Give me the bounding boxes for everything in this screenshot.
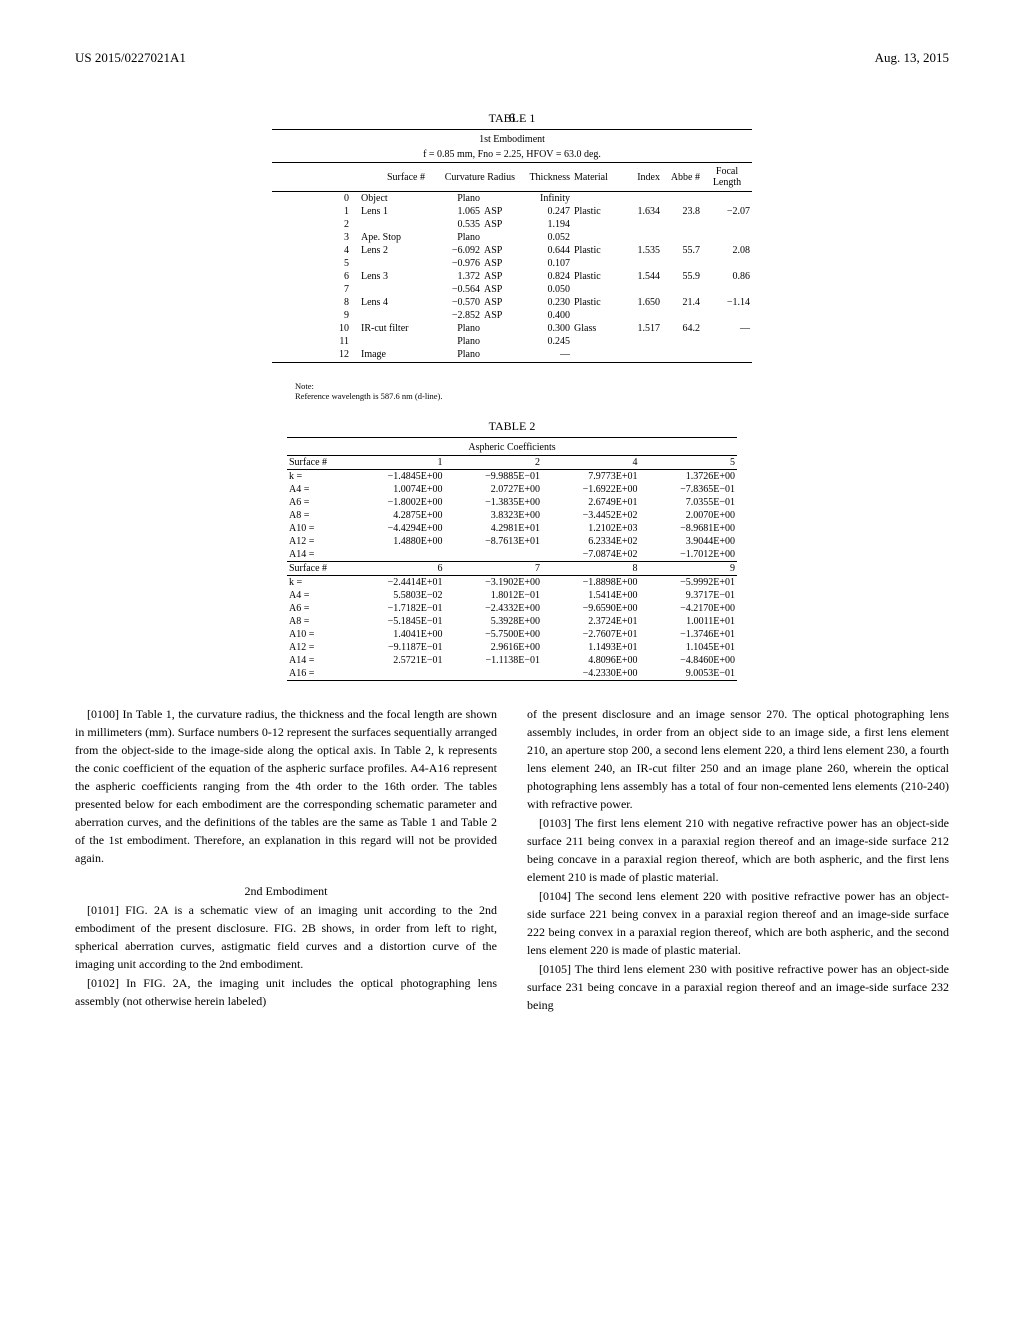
para-0101: [0101] FIG. 2A is a schematic view of an… [75, 901, 497, 973]
note-text: Reference wavelength is 587.6 nm (d-line… [295, 391, 775, 401]
para-0102-cont: of the present disclosure and an image s… [527, 705, 949, 813]
t1-subcaption: f = 0.85 mm, Fno = 2.25, HFOV = 63.0 deg… [272, 147, 752, 163]
table-1: 1st Embodiment f = 0.85 mm, Fno = 2.25, … [272, 129, 752, 363]
table-2: Aspheric Coefficients Surface #1245 k =−… [287, 437, 737, 683]
pub-number: US 2015/0227021A1 [75, 50, 186, 66]
note-label: Note: [295, 381, 775, 391]
para-0104: [0104] The second lens element 220 with … [527, 887, 949, 959]
page-number: 6 [509, 110, 516, 126]
para-0105: [0105] The third lens element 230 with p… [527, 960, 949, 1014]
para-0100: [0100] In Table 1, the curvature radius,… [75, 705, 497, 867]
t2-caption: Aspheric Coefficients [287, 440, 737, 456]
para-0103: [0103] The first lens element 210 with n… [527, 814, 949, 886]
table2-title: TABLE 2 [75, 419, 949, 434]
t1-caption: 1st Embodiment [272, 132, 752, 147]
pub-date: Aug. 13, 2015 [875, 50, 949, 66]
section-2nd-embodiment: 2nd Embodiment [75, 882, 497, 900]
para-0102: [0102] In FIG. 2A, the imaging unit incl… [75, 974, 497, 1010]
